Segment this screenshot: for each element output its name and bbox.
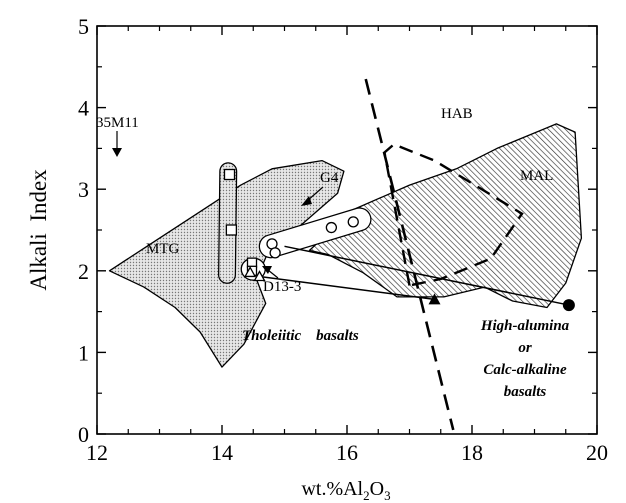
group-label-g4: G4 — [320, 170, 339, 186]
point-g4-circle — [347, 216, 359, 228]
point-35m11-square — [223, 168, 236, 181]
point-35m11-square — [225, 224, 238, 236]
x-tick-label: 16 — [336, 440, 358, 465]
y-tick-label: 4 — [78, 96, 89, 121]
trend-end-triangle — [428, 293, 441, 305]
point-g4-circle — [269, 247, 281, 259]
y-tick-label: 0 — [78, 422, 89, 447]
x-axis-label-sub2: 3 — [384, 488, 391, 503]
trend-end-circle — [562, 299, 575, 312]
point-g4-circle — [325, 221, 338, 234]
field-layer — [108, 123, 583, 368]
annotation-high-alumina: High-alumina or Calc-alkaline basalts — [480, 318, 570, 400]
y-tick-label: 2 — [78, 259, 89, 284]
x-tick-label: 14 — [211, 440, 233, 465]
field-label-mal: MAL — [520, 168, 553, 184]
trend-line-2 — [284, 245, 570, 306]
hab-outline — [383, 142, 524, 287]
envelope-g4 — [260, 208, 371, 258]
marker-layer — [223, 168, 575, 312]
field-label-hab: HAB — [441, 106, 473, 122]
group-label-d13-3: D13-3 — [263, 279, 301, 295]
annotation-tholeiitic: Tholeiitic basalts — [242, 328, 359, 344]
tholeiitic-calcalkaline-divider — [364, 78, 455, 431]
point-d13-3-triangle — [244, 266, 257, 278]
y-tick-label: 1 — [78, 340, 89, 365]
trend-line-1 — [259, 275, 435, 301]
x-tick-label: 18 — [461, 440, 483, 465]
y-axis-label: Alkali Index — [26, 169, 51, 291]
x-axis-label-prefix: wt.%Al — [301, 478, 363, 500]
point-d13-3-triangle — [253, 270, 266, 282]
field-mal — [308, 123, 583, 309]
y-tick-label: 5 — [78, 14, 89, 39]
x-axis-label: wt.%Al2O3 — [301, 478, 390, 503]
annotation-high-alumina-line4: basalts — [504, 384, 547, 400]
field-label-mtg: MTG — [146, 241, 180, 257]
x-axis-label-sub1: 2 — [363, 488, 370, 503]
y-tick-label: 3 — [78, 177, 89, 202]
x-axis-label-mid: O — [370, 478, 384, 500]
x-tick-label: 12 — [86, 440, 108, 465]
x-tick-label: 20 — [586, 440, 608, 465]
annotation-high-alumina-line3: Calc-alkaline — [483, 362, 567, 378]
line-layer — [259, 78, 570, 431]
group-label-35m11: 35M11 — [96, 115, 139, 131]
annotation-high-alumina-line1: High-alumina — [480, 318, 570, 334]
label-arrows — [112, 131, 324, 279]
envelope-35m11 — [219, 163, 236, 283]
annotation-high-alumina-line2: or — [518, 340, 532, 356]
